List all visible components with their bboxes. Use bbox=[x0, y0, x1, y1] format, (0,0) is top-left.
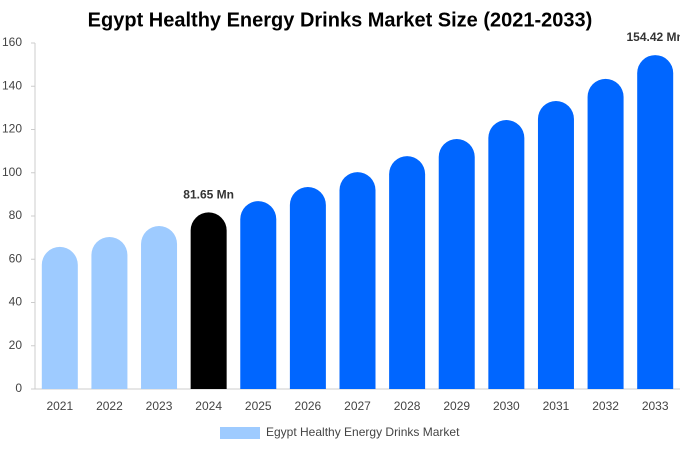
y-tick-label: 0 bbox=[15, 381, 22, 395]
bar bbox=[141, 225, 178, 389]
data-label: 154.42 Mn bbox=[627, 30, 680, 44]
bar bbox=[637, 55, 674, 390]
bar bbox=[537, 100, 574, 389]
y-tick-label: 100 bbox=[2, 165, 22, 179]
y-tick-label: 40 bbox=[9, 295, 23, 309]
bar bbox=[240, 201, 277, 389]
y-tick-label: 60 bbox=[9, 251, 23, 265]
bar bbox=[41, 246, 78, 389]
data-label: 81.65 Mn bbox=[183, 188, 234, 202]
x-tick-label: 2021 bbox=[46, 399, 73, 413]
x-tick-label: 2029 bbox=[443, 399, 470, 413]
chart-title: Egypt Healthy Energy Drinks Market Size … bbox=[88, 9, 593, 31]
bar bbox=[91, 236, 128, 389]
bar bbox=[339, 172, 376, 389]
x-tick-label: 2026 bbox=[295, 399, 322, 413]
bar bbox=[488, 120, 525, 389]
y-tick-label: 120 bbox=[2, 122, 22, 136]
x-tick-label: 2033 bbox=[642, 399, 669, 413]
x-tick-label: 2023 bbox=[146, 399, 173, 413]
y-tick-label: 160 bbox=[2, 35, 22, 49]
x-tick-label: 2028 bbox=[394, 399, 421, 413]
legend-swatch bbox=[220, 427, 260, 439]
bar bbox=[438, 139, 475, 389]
x-tick-label: 2024 bbox=[195, 399, 222, 413]
legend-label: Egypt Healthy Energy Drinks Market bbox=[266, 425, 460, 439]
x-tick-label: 2025 bbox=[245, 399, 272, 413]
x-tick-label: 2030 bbox=[493, 399, 520, 413]
x-tick-label: 2032 bbox=[592, 399, 619, 413]
y-tick-label: 140 bbox=[2, 78, 22, 92]
bar bbox=[190, 212, 227, 389]
y-tick-label: 80 bbox=[9, 208, 23, 222]
y-tick-label: 20 bbox=[9, 338, 23, 352]
x-tick-label: 2027 bbox=[344, 399, 371, 413]
x-tick-label: 2031 bbox=[543, 399, 570, 413]
bar bbox=[587, 78, 624, 390]
x-tick-label: 2022 bbox=[96, 399, 123, 413]
bar bbox=[289, 187, 326, 389]
bar bbox=[389, 156, 426, 389]
